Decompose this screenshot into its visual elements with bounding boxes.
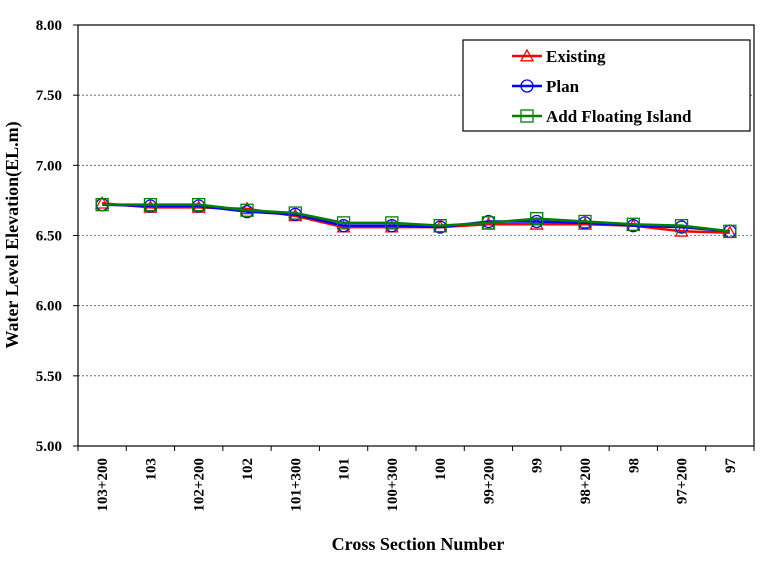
data-point-triangle [674, 223, 689, 237]
data-point-square [336, 216, 351, 230]
legend-label: Add Floating Island [546, 107, 692, 126]
data-point-triangle [519, 48, 535, 62]
gridlines [78, 94, 754, 377]
x-tick-label: 98+200 [578, 458, 594, 504]
x-axis: 103+200 103 102+200 102 101+300 101 100+300 100… [77, 446, 755, 512]
data-point-square [192, 197, 206, 212]
legend-entry: Existing [512, 47, 606, 66]
x-tick-label: 102 [240, 458, 256, 481]
x-tick-label: 99 [530, 458, 546, 473]
x-tick-label: 97+200 [675, 458, 691, 504]
series-add-floating-island [95, 197, 737, 238]
x-tick-label: 99+200 [481, 458, 497, 504]
data-point-triangle [239, 201, 255, 215]
x-axis-title: Cross Section Number [332, 534, 505, 554]
data-point-square [674, 219, 689, 233]
data-point-square [626, 217, 640, 231]
data-point-square [143, 197, 158, 212]
data-point-square [385, 216, 399, 230]
series-line [102, 203, 731, 233]
y-axis: 5.00 5.50 6.00 6.50 7.00 7.50 8.00 [36, 18, 78, 455]
legend-box [462, 39, 751, 132]
x-tick-label: 97 [723, 458, 739, 474]
data-point-square [530, 212, 544, 226]
x-tick-label: 103+200 [95, 458, 111, 512]
y-tick-label: 6.50 [36, 229, 62, 245]
data-point-square [95, 197, 109, 212]
x-tick-label: 103 [143, 458, 159, 481]
series-lines [95, 195, 737, 239]
data-point-square [520, 109, 534, 123]
y-tick-label: 7.00 [36, 158, 62, 174]
legend-entry: Add Floating Island [512, 107, 692, 126]
x-tick-label: 102+200 [192, 458, 208, 512]
x-tick-label: 101+300 [288, 458, 304, 512]
legend-label: Existing [546, 47, 606, 66]
y-tick-label: 5.00 [36, 439, 62, 455]
legend-entry: Plan [512, 77, 580, 96]
x-tick-label: 101 [337, 458, 353, 481]
x-tick-label: 100 [433, 458, 449, 481]
y-tick-label: 6.00 [36, 299, 62, 315]
legend: Existing Plan Add Floating Island [462, 39, 751, 132]
y-tick-label: 8.00 [36, 18, 62, 34]
data-point-square [481, 216, 496, 230]
data-point-circle [520, 79, 534, 93]
data-point-square [240, 203, 254, 217]
series-line [102, 203, 730, 233]
data-point-triangle [95, 195, 110, 209]
data-point-square [578, 214, 592, 229]
data-point-square [288, 206, 302, 220]
data-point-square [723, 224, 737, 238]
data-point-triangle [529, 216, 544, 230]
y-tick-label: 5.50 [36, 369, 62, 385]
x-tick-label: 98 [626, 458, 642, 473]
legend-label: Plan [546, 77, 580, 96]
y-tick-label: 7.50 [36, 88, 62, 104]
y-axis-title: Water Level Elevation(EL.m) [2, 121, 23, 348]
data-point-square [433, 219, 447, 233]
x-tick-label: 100+300 [385, 458, 401, 512]
